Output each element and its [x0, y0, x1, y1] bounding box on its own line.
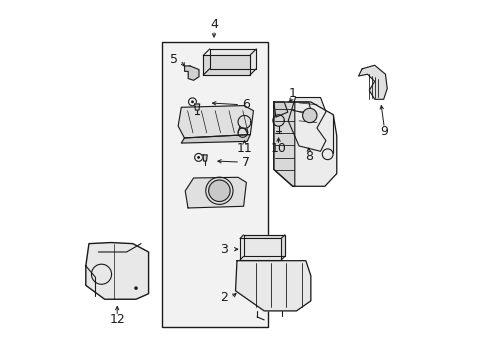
- Circle shape: [302, 108, 316, 123]
- Text: 10: 10: [270, 142, 286, 155]
- Text: 2: 2: [220, 291, 227, 304]
- Text: 5: 5: [169, 53, 178, 66]
- Text: 6: 6: [242, 98, 250, 111]
- Polygon shape: [243, 235, 285, 256]
- Polygon shape: [181, 135, 250, 143]
- Circle shape: [197, 156, 200, 159]
- Circle shape: [134, 286, 138, 290]
- Polygon shape: [273, 102, 294, 186]
- Text: 9: 9: [380, 125, 387, 138]
- Polygon shape: [85, 243, 148, 299]
- Polygon shape: [203, 155, 207, 161]
- Text: 3: 3: [220, 243, 227, 256]
- Polygon shape: [209, 49, 256, 69]
- Polygon shape: [185, 177, 246, 208]
- Text: 1: 1: [288, 87, 296, 100]
- Polygon shape: [240, 238, 281, 260]
- Polygon shape: [203, 55, 249, 75]
- Text: 7: 7: [242, 156, 250, 168]
- Text: 12: 12: [109, 313, 125, 327]
- Polygon shape: [235, 261, 310, 311]
- Bar: [162, 42, 267, 327]
- Polygon shape: [358, 65, 386, 99]
- Circle shape: [191, 100, 194, 103]
- Polygon shape: [184, 66, 199, 80]
- Polygon shape: [273, 102, 336, 186]
- Polygon shape: [178, 105, 253, 138]
- Text: 8: 8: [305, 150, 312, 163]
- Circle shape: [208, 180, 230, 202]
- Text: 4: 4: [210, 18, 218, 31]
- Polygon shape: [194, 104, 199, 110]
- Polygon shape: [287, 98, 325, 151]
- Polygon shape: [273, 102, 287, 117]
- Text: 11: 11: [236, 142, 252, 155]
